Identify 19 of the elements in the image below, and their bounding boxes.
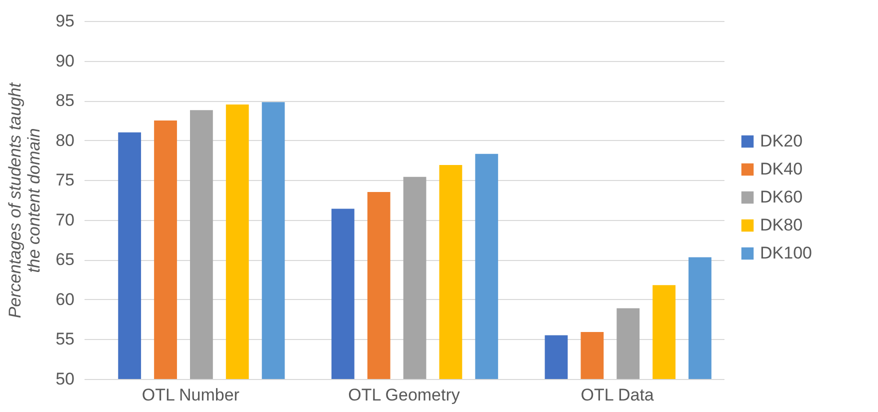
legend-label: DK80 [760,216,803,234]
y-tick-label: 50 [56,370,74,388]
x-tick-label: OTL Data [580,386,654,404]
legend-label: DK20 [760,132,803,150]
y-tick-label: 85 [56,91,74,110]
y-tick-label: 70 [56,210,74,230]
legend-label: DK60 [760,188,803,206]
y-tick-label: 65 [56,250,74,270]
y-tick-label: 90 [56,51,74,70]
x-tick-label: OTL Geometry [348,386,460,404]
y-axis-title: Percentages of students taught the content domain [6,82,44,318]
legend-label: DK40 [760,160,803,178]
y-tick-label: 75 [56,170,74,190]
y-tick-label: 60 [56,290,74,309]
legend-label: DK100 [760,244,812,262]
y-tick-label: 95 [56,12,74,30]
y-tick-label: 80 [56,130,74,150]
x-tick-label: OTL Number [142,386,240,404]
y-tick-label: 55 [56,330,74,349]
